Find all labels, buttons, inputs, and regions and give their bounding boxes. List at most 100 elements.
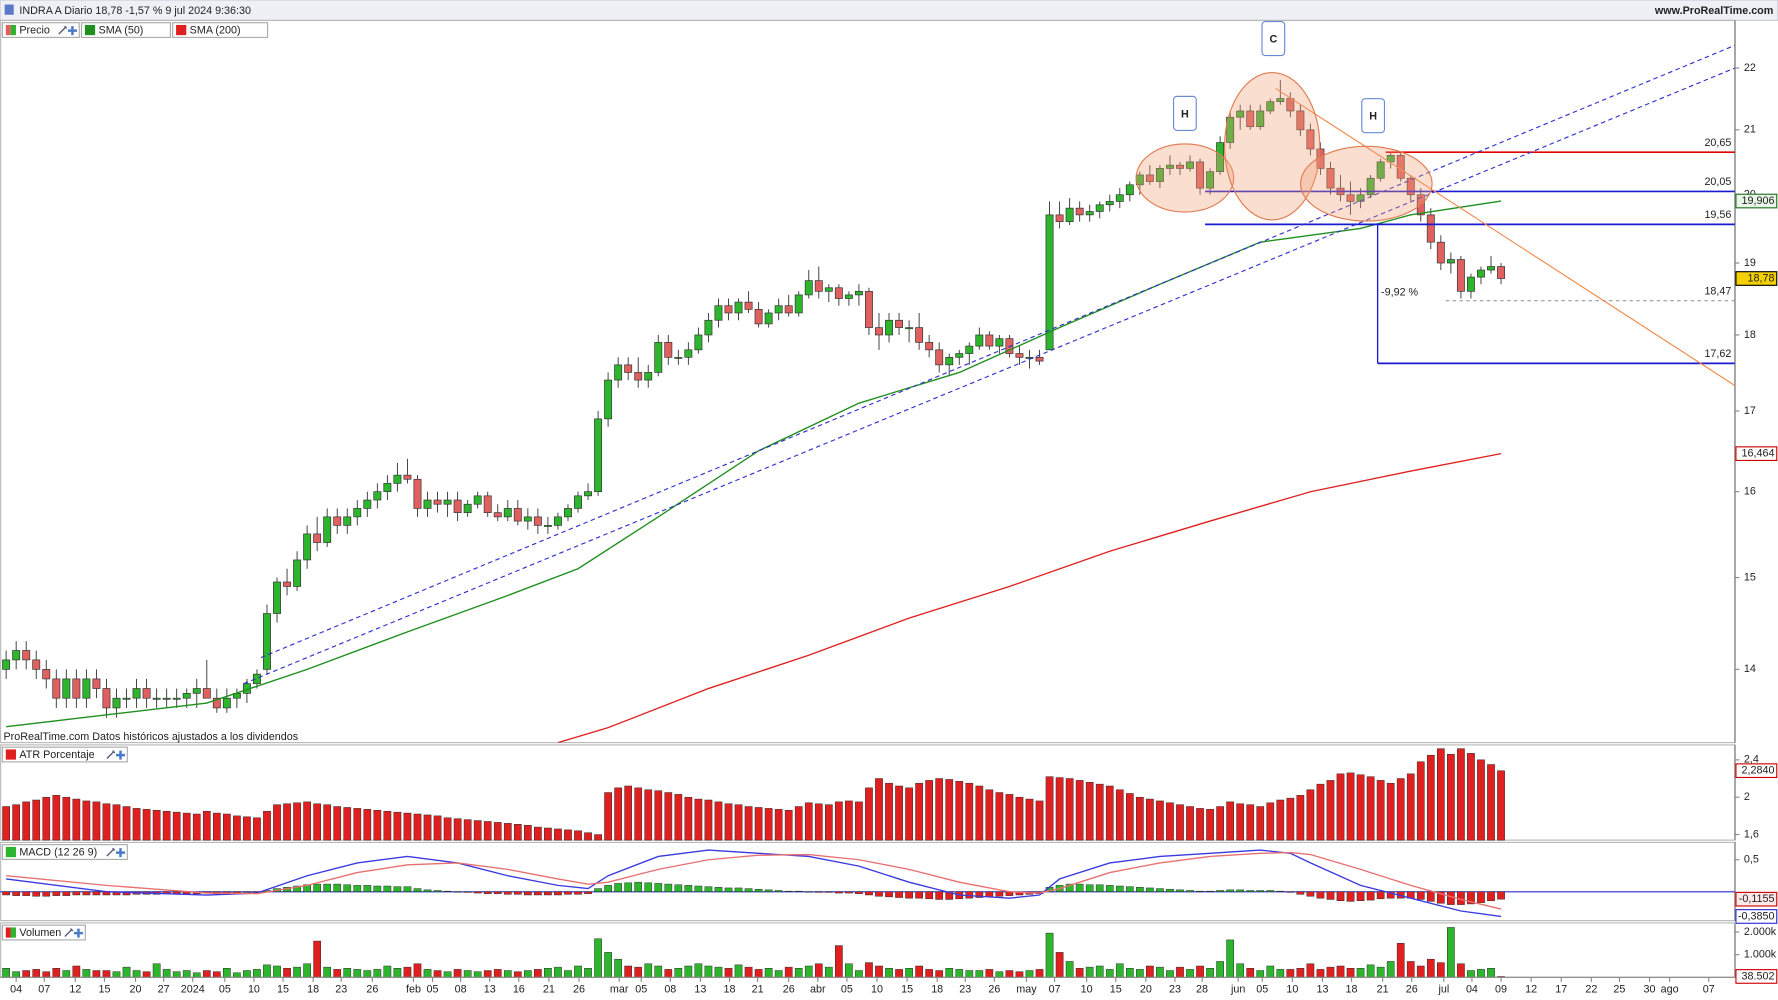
- candle-body: [162, 697, 171, 700]
- candle-body: [112, 697, 121, 709]
- bar: [1336, 965, 1345, 978]
- candle-body: [1236, 110, 1245, 118]
- resistance-line: [1275, 87, 1735, 386]
- drawings: [243, 44, 1735, 685]
- settings-icon[interactable]: [106, 750, 116, 759]
- bar: [895, 969, 903, 978]
- bar: [664, 792, 673, 841]
- x-tick-label: 10: [1081, 984, 1093, 996]
- bar: [423, 969, 432, 978]
- add-icon[interactable]: [115, 750, 126, 760]
- site-name[interactable]: www.ProRealTime.com: [1654, 5, 1773, 17]
- bar: [744, 888, 753, 893]
- bar: [1326, 780, 1335, 841]
- bar: [1035, 800, 1044, 841]
- bar: [1477, 759, 1485, 841]
- legend-box: [1, 844, 128, 860]
- bar: [1447, 927, 1455, 978]
- bar: [534, 826, 542, 841]
- bar: [253, 817, 261, 841]
- bar: [192, 972, 201, 978]
- bar: [985, 789, 994, 841]
- bar: [243, 816, 251, 841]
- bar: [1216, 890, 1224, 893]
- candle-body: [182, 693, 191, 699]
- bar: [824, 804, 833, 841]
- bar: [1166, 802, 1174, 841]
- settings-icon[interactable]: [64, 928, 74, 937]
- pattern-box: [1361, 98, 1386, 134]
- bar: [1437, 962, 1445, 978]
- bar: [102, 970, 111, 978]
- header-icon: [4, 4, 14, 15]
- candle-body: [614, 364, 623, 381]
- bar: [1477, 969, 1485, 978]
- bar: [1246, 804, 1255, 841]
- bar: [774, 890, 783, 893]
- bar: [162, 810, 171, 841]
- add-icon[interactable]: [73, 928, 83, 938]
- bar: [82, 800, 91, 841]
- x-tick-label: 26: [366, 984, 378, 996]
- legend-swatch: [84, 24, 96, 36]
- price-marker-label: 2,2840: [1742, 765, 1775, 777]
- bar: [845, 800, 853, 841]
- candle-body: [533, 516, 542, 526]
- settings-icon[interactable]: [58, 25, 68, 35]
- candle-body: [92, 678, 101, 689]
- candle-body: [423, 499, 432, 509]
- add-icon[interactable]: [67, 26, 77, 36]
- bar: [1426, 754, 1435, 841]
- candle-body: [2, 659, 11, 670]
- bar: [814, 891, 823, 893]
- bar: [814, 803, 823, 841]
- bar: [1366, 891, 1375, 901]
- bar: [965, 782, 974, 841]
- candle-body: [1366, 177, 1375, 196]
- bar: [724, 968, 733, 978]
- bar: [1146, 887, 1154, 893]
- candle-body: [975, 334, 984, 347]
- bar: [1186, 806, 1194, 841]
- bar: [363, 970, 372, 978]
- bar: [1045, 932, 1054, 978]
- candle-body: [704, 319, 713, 336]
- bar: [92, 970, 101, 978]
- bar: [393, 811, 402, 841]
- price-marker-label: 19,906: [1742, 195, 1775, 207]
- bar: [323, 883, 332, 893]
- bar: [513, 891, 522, 895]
- bar: [293, 885, 301, 893]
- trend-line: [260, 44, 1735, 659]
- bar: [2, 968, 10, 978]
- bar: [343, 807, 352, 841]
- bar: [32, 799, 41, 841]
- candle-body: [905, 327, 914, 330]
- bar: [323, 804, 332, 841]
- bar: [915, 965, 923, 978]
- candle-body: [1356, 194, 1365, 202]
- bar: [845, 891, 853, 894]
- bar: [885, 891, 893, 898]
- candle-body: [1296, 110, 1305, 131]
- candle-body: [965, 345, 974, 354]
- indicator-line: [6, 851, 1502, 910]
- bar: [1236, 963, 1245, 978]
- candle-body: [212, 697, 221, 709]
- candle-body: [473, 495, 482, 505]
- add-icon[interactable]: [115, 848, 126, 858]
- bar: [1256, 806, 1265, 841]
- bar: [263, 964, 271, 978]
- settings-icon[interactable]: [106, 847, 116, 857]
- x-tick-label: 21: [543, 984, 555, 996]
- bar: [524, 824, 532, 841]
- bar: [774, 970, 783, 978]
- legend-label: Volumen: [19, 927, 61, 939]
- bar: [704, 965, 713, 978]
- bar: [72, 891, 81, 896]
- bar: [1437, 891, 1445, 904]
- bar: [1115, 963, 1124, 978]
- bar: [233, 815, 241, 841]
- x-tick-label: 05: [635, 984, 647, 996]
- pattern-label: H: [1181, 108, 1189, 120]
